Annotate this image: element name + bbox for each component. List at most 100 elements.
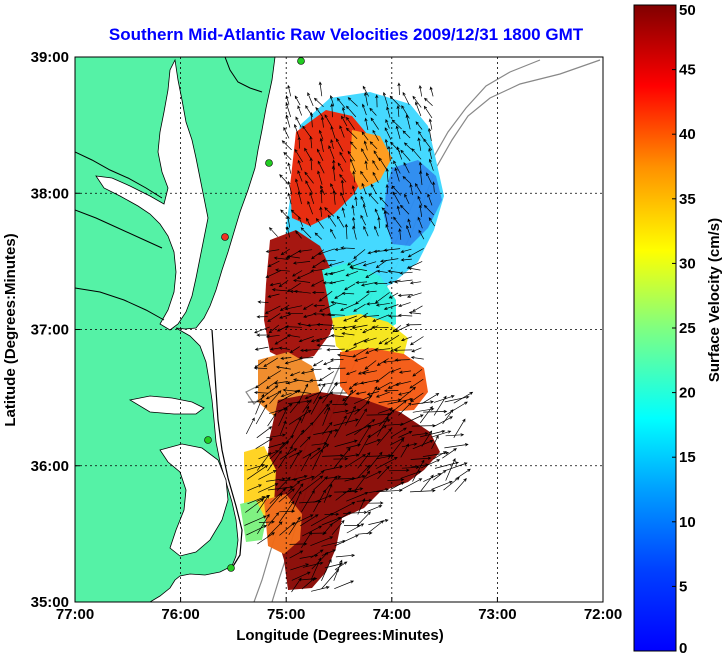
velocity-arrow xyxy=(291,571,311,581)
velocity-arrow xyxy=(360,214,367,226)
velocity-arrow xyxy=(355,391,367,396)
velocity-arrow xyxy=(280,209,289,218)
velocity-arrow xyxy=(313,489,326,513)
velocity-arrow xyxy=(353,338,370,346)
velocity-arrow xyxy=(317,382,334,387)
velocity-arrow xyxy=(394,279,413,284)
velocity-arrow xyxy=(387,145,391,162)
y-axis-label: Latitude (Degrees:Minutes) xyxy=(2,233,19,426)
velocity-arrow xyxy=(245,498,265,513)
velocity-arrow xyxy=(343,315,357,322)
velocity-arrow xyxy=(401,442,418,448)
velocity-arrow xyxy=(278,407,288,427)
velocity-arrow xyxy=(294,148,303,163)
velocity-arrow xyxy=(289,400,301,414)
velocity-arrow xyxy=(341,207,346,218)
velocity-arrow xyxy=(366,386,378,404)
velocity-arrow xyxy=(397,293,413,298)
velocity-arrow xyxy=(317,248,335,256)
velocity-arrow xyxy=(247,400,266,404)
velocity-arrow xyxy=(345,105,357,118)
velocity-arrow xyxy=(354,419,376,436)
velocity-arrow xyxy=(372,160,379,171)
velocity-arrow xyxy=(319,137,324,152)
velocity-arrow xyxy=(253,390,269,395)
velocity-arrow xyxy=(399,478,423,491)
velocity-arrow xyxy=(300,405,310,424)
velocity-arrow xyxy=(433,395,447,416)
velocity-arrow xyxy=(409,281,422,285)
x-tick-label: 72:00 xyxy=(584,606,622,623)
velocity-arrow xyxy=(333,447,351,469)
velocity-arrow xyxy=(289,550,304,559)
velocity-arrow xyxy=(396,105,400,117)
velocity-arrow xyxy=(351,204,355,216)
velocity-arrow xyxy=(293,289,311,294)
velocity-arrow xyxy=(376,457,398,469)
velocity-arrow xyxy=(266,370,282,380)
velocity-arrow xyxy=(288,483,304,504)
velocity-arrow xyxy=(323,360,334,366)
velocity-arrow xyxy=(301,577,316,590)
velocity-arrow xyxy=(267,450,282,472)
velocity-arrow xyxy=(411,432,429,436)
velocity-arrow xyxy=(382,91,389,107)
velocity-arrow xyxy=(374,292,390,304)
velocity-arrow xyxy=(383,210,389,226)
velocity-arrow xyxy=(393,216,402,228)
velocity-arrow xyxy=(453,418,466,438)
velocity-arrow xyxy=(445,433,465,437)
velocity-arrow xyxy=(383,304,399,310)
velocity-arrow xyxy=(399,271,413,275)
velocity-arrow xyxy=(346,491,369,502)
velocity-arrow xyxy=(330,139,334,149)
velocity-arrow xyxy=(311,249,325,260)
velocity-arrow xyxy=(310,279,324,287)
velocity-arrow xyxy=(432,451,447,460)
velocity-arrow xyxy=(385,167,389,183)
x-axis-ticks: 77:00 76:00 75:00 74:00 73:00 72:00 xyxy=(56,597,622,623)
colorbar-tick-label: 40 xyxy=(679,126,696,143)
x-axis-label: Longitude (Degrees:Minutes) xyxy=(236,627,444,644)
velocity-arrow xyxy=(379,196,389,207)
velocity-arrow xyxy=(396,146,403,160)
velocity-arrow xyxy=(269,347,281,351)
velocity-arrow xyxy=(314,232,323,240)
velocity-arrow xyxy=(316,343,336,347)
velocity-arrow xyxy=(315,106,323,117)
velocity-arrow xyxy=(384,138,388,150)
velocity-arrow xyxy=(430,430,452,438)
velocity-arrow xyxy=(311,290,325,295)
velocity-arrow xyxy=(366,505,383,512)
velocity-arrow xyxy=(267,260,280,267)
velocity-arrow xyxy=(372,129,380,141)
velocity-arrow xyxy=(330,334,344,338)
velocity-arrow xyxy=(393,348,413,352)
velocity-arrow xyxy=(372,171,379,183)
velocity-arrow xyxy=(328,145,335,160)
velocity-arrow xyxy=(324,475,342,479)
colorbar-tick-label: 30 xyxy=(679,255,696,272)
velocity-arrow xyxy=(364,160,368,171)
velocity-arrow xyxy=(300,514,319,527)
velocity-arrow xyxy=(292,270,303,277)
velocity-arrow xyxy=(311,470,325,481)
velocity-arrow xyxy=(399,414,424,426)
velocity-arrow xyxy=(327,214,337,227)
velocity-arrow xyxy=(385,183,389,195)
velocity-arrow xyxy=(361,103,367,116)
velocity-arrow xyxy=(298,336,314,343)
velocity-arrow xyxy=(333,457,349,461)
velocity-arrow xyxy=(267,485,294,491)
velocity-arrow xyxy=(255,404,268,425)
velocity-arrow xyxy=(385,223,392,237)
velocity-arrow xyxy=(357,434,371,457)
velocity-arrow xyxy=(426,172,433,184)
velocity-arrow xyxy=(392,191,400,204)
velocity-arrow xyxy=(335,487,352,501)
velocity-arrow xyxy=(291,577,302,593)
velocity-arrow xyxy=(418,85,423,97)
colorbar-tick-label: 15 xyxy=(679,449,696,466)
velocity-arrow xyxy=(424,97,433,106)
velocity-arrow xyxy=(374,208,380,218)
